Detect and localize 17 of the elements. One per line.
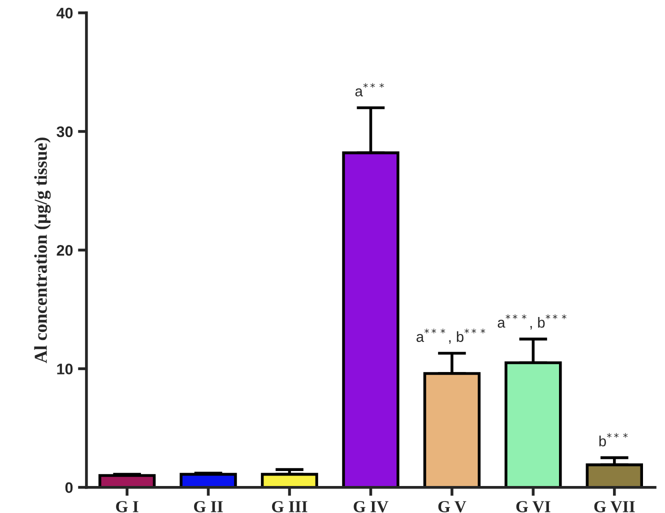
x-tick-label: G VI [516,501,550,512]
y-tick-label: 40 [56,8,73,19]
x-tick-label: G II [194,501,223,512]
x-tick-label: G VII [594,501,635,512]
y-axis-title: Al concentration (µg/g tissue) [34,138,51,364]
y-tick-label: 0 [65,482,73,494]
y-tick-label: 30 [56,126,73,138]
annotation: b$^{***}$ [599,433,628,446]
annotation: a$^{***}$, b$^{***}$ [498,314,566,330]
x-tick-label: G IV [354,501,388,512]
annotation: a$^{***}$ [355,83,384,96]
x-tick-label: G V [438,501,466,512]
y-tick-label: 20 [56,244,73,256]
annotation: a$^{***}$, b$^{***}$ [416,328,486,344]
x-tick-label: G III [272,501,308,512]
x-tick-label: G I [116,501,138,512]
y-tick-label: 10 [57,364,73,374]
